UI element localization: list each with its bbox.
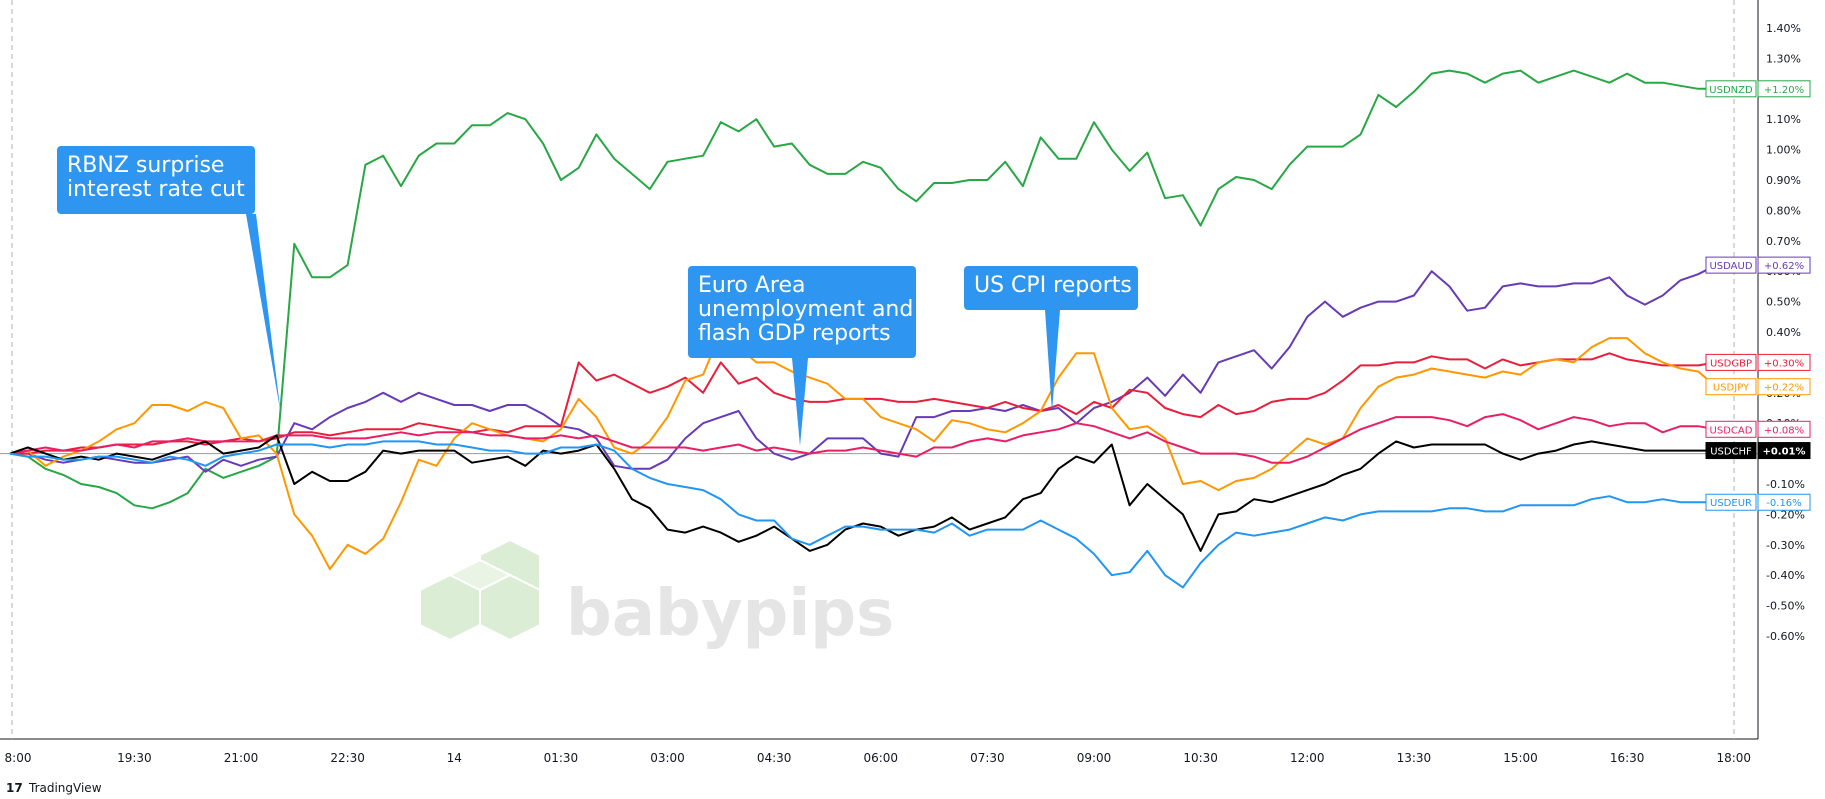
y-tick-label: 1.40%	[1766, 22, 1801, 35]
series-name-tag	[1705, 256, 1757, 274]
series-value-tag	[1757, 493, 1811, 511]
y-tick-label: -0.30%	[1766, 539, 1805, 552]
annotation-text: interest rate cut	[67, 177, 245, 202]
series-value-label: +0.08%	[1764, 425, 1804, 436]
y-tick-label: -0.20%	[1766, 508, 1805, 521]
x-tick-label: 18:00	[1716, 751, 1751, 765]
series-line-usdcad	[9, 413, 1717, 464]
series-name-tag	[1705, 420, 1757, 438]
series-name-label: USDEUR	[1710, 498, 1752, 509]
x-tick-label: 01:30	[544, 751, 579, 765]
series-name-label: USDGBP	[1710, 358, 1752, 369]
y-tick-label: 0.80%	[1766, 204, 1801, 217]
tradingview-logo-icon: 17	[6, 781, 23, 795]
annotation-pointer	[246, 214, 281, 415]
tradingview-text: TradingView	[28, 781, 102, 795]
y-tick-label: 1.00%	[1766, 144, 1801, 157]
annotation-pointer	[1045, 310, 1060, 412]
tradingview-branding: 17 TradingView	[6, 781, 102, 795]
series-name-label: USDNZD	[1709, 85, 1753, 96]
annotation-box	[688, 266, 916, 358]
series-tags: USDNZD +1.20% USDAUD +0.62% USDGBP +0.30% USDJ…	[1705, 80, 1811, 511]
annotation-text: flash GDP reports	[698, 321, 891, 346]
series-value-tag	[1757, 80, 1811, 98]
x-tick-label: 8:00	[5, 751, 32, 765]
annotation-text: unemployment and	[698, 297, 913, 322]
y-tick-label: -0.40%	[1766, 569, 1805, 582]
series-name-tag	[1705, 442, 1757, 460]
annotation-text: RBNZ surprise	[67, 153, 224, 178]
y-tick-label: 0.40%	[1766, 326, 1801, 339]
y-tick-label: 0.90%	[1766, 174, 1801, 187]
watermark-text: babypips	[566, 577, 894, 651]
x-tick-label: 21:00	[224, 751, 259, 765]
y-tick-label: 1.30%	[1766, 52, 1801, 65]
x-tick-label: 22:30	[330, 751, 365, 765]
series-line-usdnzd	[9, 69, 1716, 510]
series-line-usdchf	[9, 434, 1716, 552]
watermark: babypips	[419, 538, 894, 651]
series-name-label: USDCHF	[1710, 447, 1752, 458]
watermark-cubes	[419, 538, 541, 642]
series-value-label: -0.16%	[1766, 498, 1801, 509]
x-tick-label: 16:30	[1610, 751, 1645, 765]
series-name-label: USDJPY	[1713, 383, 1750, 394]
series-name-label: USDCAD	[1710, 425, 1753, 436]
series-value-tag	[1757, 353, 1811, 371]
y-tick-label: -0.60%	[1766, 630, 1805, 643]
y-axis-ticks: 1.40%1.30%1.10%1.00%0.90%0.80%0.70%0.60%…	[1766, 22, 1805, 643]
annotation-text: US CPI reports	[974, 273, 1132, 298]
series-line-usdjpy	[9, 331, 1717, 571]
series-value-label: +0.62%	[1764, 261, 1804, 272]
series-value-tag	[1757, 378, 1811, 396]
y-tick-label: -0.10%	[1766, 478, 1805, 491]
x-tick-label: 10:30	[1183, 751, 1218, 765]
x-tick-label: 03:00	[650, 751, 685, 765]
x-tick-label: 15:00	[1503, 751, 1538, 765]
series-name-label: USDAUD	[1709, 261, 1752, 272]
annotation-box	[964, 266, 1138, 310]
x-tick-label: 14	[447, 751, 462, 765]
series-value-tag	[1757, 442, 1811, 460]
series-value-tag	[1757, 256, 1811, 274]
annotation-callout: US CPI reports	[964, 266, 1138, 412]
series-lines	[9, 69, 1717, 589]
x-tick-label: 04:30	[757, 751, 792, 765]
series-line-usdeur	[9, 440, 1716, 589]
series-value-tag	[1757, 420, 1811, 438]
x-tick-label: 06:00	[863, 751, 898, 765]
x-tick-label: 09:00	[1077, 751, 1112, 765]
series-name-tag	[1705, 353, 1757, 371]
x-tick-label: 13:30	[1397, 751, 1432, 765]
series-value-label: +1.20%	[1764, 85, 1804, 96]
annotation-box	[57, 146, 255, 214]
series-name-tag	[1705, 493, 1757, 511]
series-name-tag	[1705, 378, 1757, 396]
series-name-tag	[1705, 80, 1757, 98]
annotation-pointer	[792, 358, 808, 446]
series-value-label: +0.30%	[1764, 358, 1804, 369]
x-tick-label: 12:00	[1290, 751, 1325, 765]
y-tick-label: 0.70%	[1766, 235, 1801, 248]
y-tick-label: 0.50%	[1766, 296, 1801, 309]
x-tick-label: 19:30	[117, 751, 152, 765]
x-tick-label: 07:30	[970, 751, 1005, 765]
series-line-usdaud	[10, 264, 1717, 473]
series-value-label: +0.22%	[1764, 383, 1804, 394]
y-tick-label: -0.50%	[1766, 600, 1805, 613]
x-axis-ticks: 8:00 19:30 21:00 22:30 14 01:30 03:00 04:30 06:0…	[5, 751, 1752, 765]
annotation-text: Euro Area	[698, 273, 806, 298]
y-tick-label: 1.10%	[1766, 113, 1801, 126]
series-value-label: +0.01%	[1762, 447, 1805, 458]
